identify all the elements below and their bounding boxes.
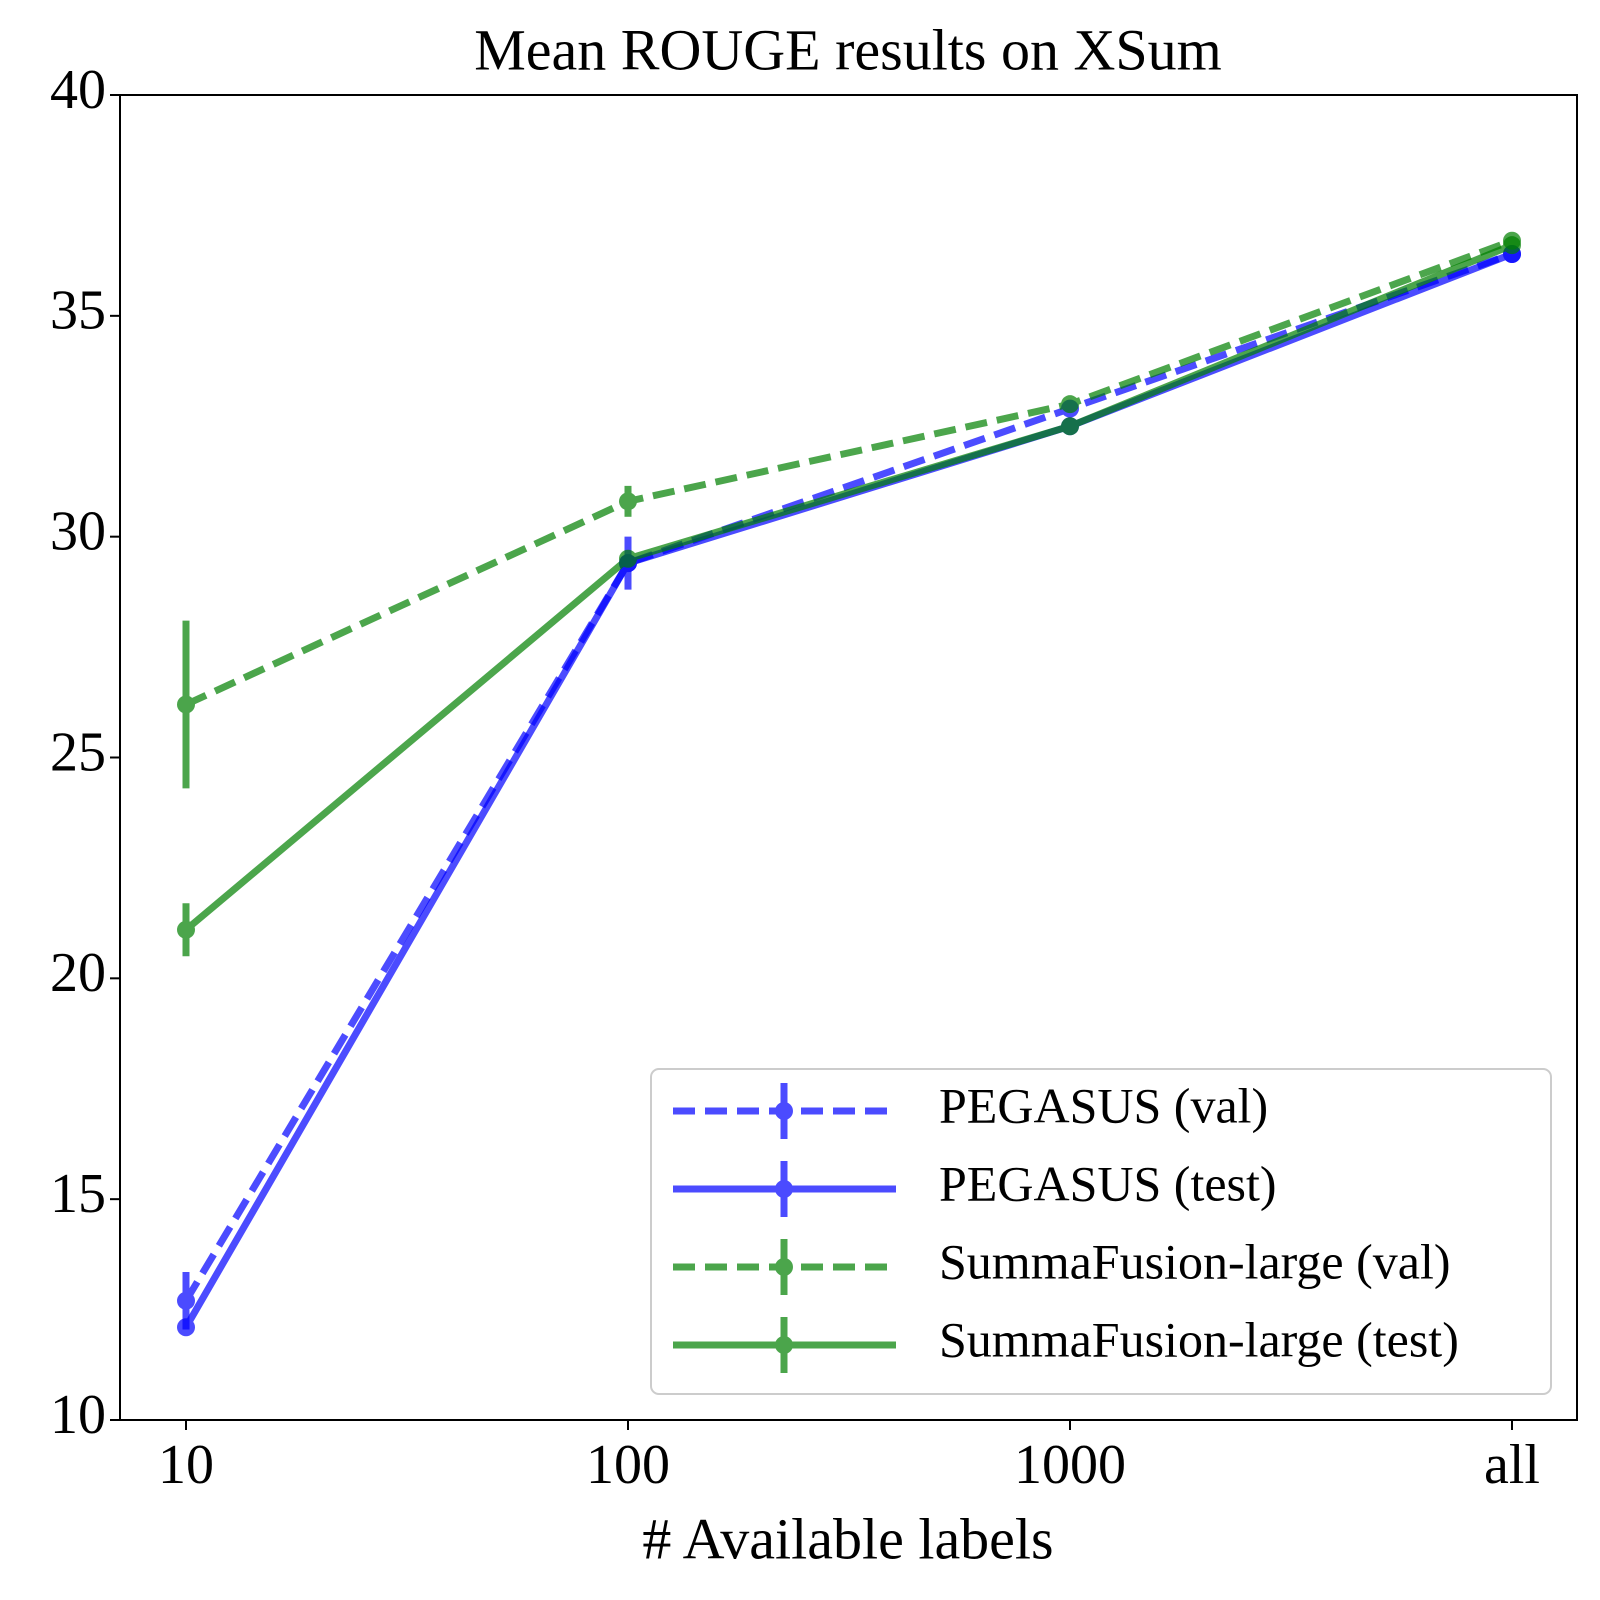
y-tick-label: 35 bbox=[50, 280, 106, 342]
legend-swatch bbox=[673, 1083, 896, 1139]
marker bbox=[177, 695, 195, 714]
series bbox=[177, 236, 1521, 957]
marker bbox=[619, 492, 637, 511]
y-tick-label: 30 bbox=[50, 501, 106, 563]
chart-title: Mean ROUGE results on XSum bbox=[474, 17, 1222, 82]
legend-label: SummaFusion-large (test) bbox=[939, 1311, 1459, 1367]
y-tick-label: 20 bbox=[50, 942, 106, 1004]
series-line bbox=[184, 237, 1514, 708]
legend-marker bbox=[775, 1102, 793, 1120]
marker bbox=[1503, 236, 1521, 255]
legend-marker bbox=[775, 1258, 793, 1276]
legend-label: PEGASUS (test) bbox=[939, 1155, 1277, 1211]
legend-marker bbox=[775, 1180, 793, 1198]
y-tick-label: 10 bbox=[50, 1384, 106, 1446]
series bbox=[177, 231, 1521, 789]
x-axis-label: # Available labels bbox=[642, 1506, 1053, 1571]
marker bbox=[177, 1291, 195, 1310]
legend-label: PEGASUS (val) bbox=[939, 1077, 1268, 1133]
x-tick-label: all bbox=[1484, 1434, 1540, 1496]
marker bbox=[1061, 395, 1079, 414]
marker bbox=[1061, 417, 1079, 436]
legend-box bbox=[650, 1068, 1552, 1395]
x-tick-label: 10 bbox=[158, 1434, 214, 1496]
legend-swatch bbox=[673, 1317, 896, 1373]
legend-swatch bbox=[673, 1161, 896, 1217]
marker bbox=[177, 920, 195, 939]
y-tick-label: 40 bbox=[50, 59, 106, 121]
series-line bbox=[183, 241, 1514, 933]
y-tick-label: 15 bbox=[50, 1163, 106, 1225]
x-tick-label: 1000 bbox=[1014, 1434, 1126, 1496]
marker bbox=[619, 549, 637, 568]
series-line bbox=[182, 250, 1514, 1303]
x-tick-label: 100 bbox=[586, 1434, 670, 1496]
y-tick-label: 25 bbox=[50, 721, 106, 783]
legend-swatch bbox=[673, 1239, 896, 1295]
marker bbox=[177, 1318, 195, 1337]
legend-marker bbox=[775, 1336, 793, 1354]
legend-label: SummaFusion-large (val) bbox=[939, 1233, 1451, 1289]
